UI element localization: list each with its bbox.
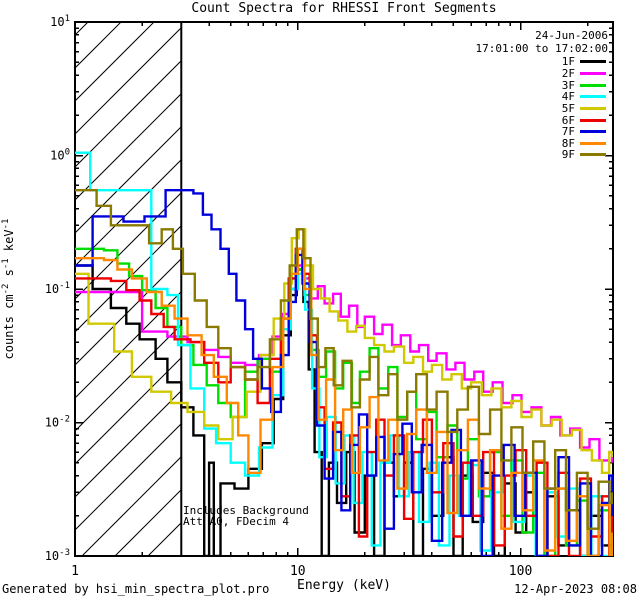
x-tick-label: 100 [509,564,532,579]
legend-swatch [580,83,606,87]
legend-item-2F: 2F [562,68,606,80]
legend-label: 8F [561,136,575,150]
legend-label: 5F [561,101,575,115]
plot-title: Count Spectra for RHESSI Front Segments [191,1,497,16]
observation-date-block: 24-Jun-2006 17:01:00 to 17:02:00 [476,29,608,55]
legend-label: 1F [561,55,575,69]
legend-item-1F: 1F [562,56,606,68]
legend-label: 7F [561,125,575,139]
legend-item-7F: 7F [562,126,606,138]
legend-label: 4F [561,90,575,104]
legend-item-8F: 8F [562,137,606,149]
y-axis-label: counts cm-2 s-1 keV-1 [1,219,16,360]
background-hatch-region [75,22,182,556]
legend-item-3F: 3F [562,79,606,91]
observation-time-range: 17:01:00 to 17:02:00 [475,42,608,55]
x-tick-label: 1 [71,564,79,579]
legend-swatch [580,118,606,122]
series-1F [75,264,613,556]
legend-swatch [580,106,606,110]
legend-swatch [580,60,606,64]
legend-item-4F: 4F [562,91,606,103]
series-8F [75,247,613,556]
legend-swatch [580,141,606,145]
legend-label: 2F [561,66,575,80]
legend: 1F 2F 3F 4F 5F 6F 7F 8F 9F [562,56,606,161]
generated-by-label: Generated by hsi_min_spectra_plot.pro [2,582,270,596]
y-tick-label: 101 [50,14,70,29]
series-7F [75,189,613,556]
legend-swatch [580,153,606,157]
legend-item-9F: 9F [562,149,606,161]
x-axis-label: Energy (keV) [297,578,391,593]
plot-frame [74,21,614,557]
legend-swatch [580,95,606,99]
legend-item-6F: 6F [562,114,606,126]
observation-date: 24-Jun-2006 [535,29,608,42]
render-timestamp: 12-Apr-2023 08:08 [514,582,637,596]
y-tick-label: 10-3 [45,548,70,563]
series-6F [75,247,613,556]
series-3F [75,247,613,556]
y-tick-label: 100 [50,148,70,163]
series-9F [75,189,613,530]
legend-label: 9F [561,148,575,162]
x-tick-label: 10 [290,564,306,579]
legend-label: 6F [561,113,575,127]
legend-label: 3F [561,78,575,92]
y-tick-label: 10-2 [45,415,70,430]
series-2F [75,264,613,463]
plot-annotations: Includes Background Att A0, FDecim 4 [183,505,309,527]
legend-swatch [580,71,606,75]
axis-ticks [74,21,613,557]
y-tick-label: 10-1 [45,281,70,296]
legend-swatch [580,130,606,134]
series-4F [75,151,613,556]
annotation-attenuator-state: Att A0, FDecim 4 [183,515,289,528]
series-5F [75,228,613,474]
legend-item-5F: 5F [562,103,606,115]
